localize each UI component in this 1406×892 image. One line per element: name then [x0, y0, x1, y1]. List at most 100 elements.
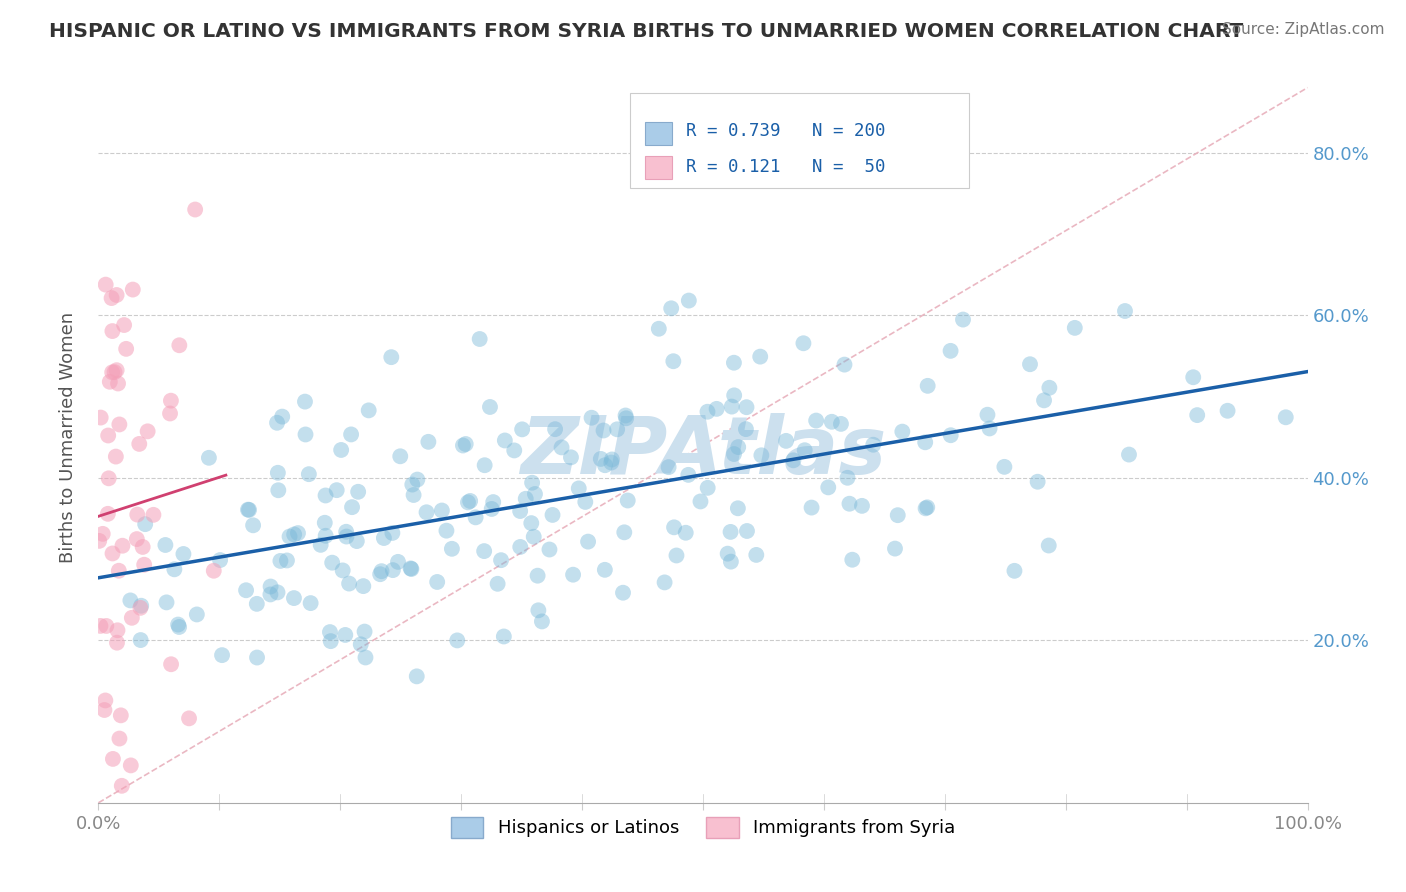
Point [658, 460, 681, 475]
Point [520, 516, 543, 530]
Point [544, 422, 567, 436]
Point [503, 443, 526, 458]
Point [246, 597, 269, 611]
Point [593, 563, 616, 577]
Point [574, 495, 596, 509]
Point [458, 494, 481, 508]
Point [515, 491, 537, 506]
Point [689, 494, 711, 508]
Point [381, 525, 404, 540]
Point [939, 343, 962, 358]
Point [614, 409, 637, 423]
Point [696, 481, 718, 495]
Point [105, 363, 128, 377]
Point [430, 503, 453, 517]
Point [474, 458, 496, 473]
Point [478, 400, 501, 414]
Point [662, 354, 685, 368]
Point [723, 388, 745, 402]
Bar [645, 156, 672, 179]
Point [319, 625, 342, 640]
Point [720, 400, 742, 414]
Point [335, 628, 357, 642]
Point [1114, 304, 1136, 318]
Point [418, 434, 440, 449]
Point [211, 648, 233, 662]
Point [97, 507, 120, 521]
Point [1038, 539, 1060, 553]
Point [415, 505, 437, 519]
Point [160, 393, 183, 408]
Point [389, 450, 412, 464]
Point [238, 503, 260, 517]
Point [1033, 393, 1056, 408]
Text: Source: ZipAtlas.com: Source: ZipAtlas.com [1222, 22, 1385, 37]
Point [510, 422, 533, 436]
Point [576, 534, 599, 549]
Point [717, 547, 740, 561]
Point [198, 450, 221, 465]
Point [1038, 381, 1060, 395]
Point [1274, 410, 1296, 425]
Point [523, 487, 546, 501]
Point [155, 538, 177, 552]
Point [287, 526, 309, 541]
Point [105, 636, 128, 650]
Point [108, 731, 131, 746]
Point [749, 350, 772, 364]
Point [267, 466, 290, 480]
Point [735, 422, 758, 436]
Point [107, 376, 129, 391]
Point [492, 630, 515, 644]
Point [457, 495, 479, 509]
Point [340, 500, 363, 515]
Point [298, 467, 321, 482]
Point [101, 324, 124, 338]
Point [387, 555, 409, 569]
Point [101, 546, 124, 560]
Point [405, 669, 427, 683]
Point [100, 291, 122, 305]
Point [581, 410, 603, 425]
Point [347, 484, 370, 499]
Point [266, 585, 288, 599]
Point [486, 576, 509, 591]
Point [105, 288, 128, 302]
Point [401, 477, 423, 491]
Point [481, 502, 503, 516]
Point [914, 435, 936, 450]
Point [129, 600, 152, 615]
Point [155, 595, 177, 609]
Point [112, 318, 135, 332]
Point [538, 542, 561, 557]
Point [727, 501, 749, 516]
Point [98, 375, 121, 389]
Point [800, 500, 823, 515]
Point [600, 452, 623, 467]
Point [121, 611, 143, 625]
Point [939, 428, 962, 442]
Point [353, 624, 375, 639]
Point [299, 596, 322, 610]
Point [276, 553, 298, 567]
Point [751, 448, 773, 462]
Point [259, 587, 281, 601]
Point [1026, 475, 1049, 489]
Point [887, 508, 910, 523]
Point [129, 633, 152, 648]
Point [352, 579, 374, 593]
Point [613, 525, 636, 540]
Point [186, 607, 208, 622]
Point [821, 415, 844, 429]
Point [309, 538, 332, 552]
Point [357, 403, 380, 417]
Point [267, 483, 290, 498]
Point [446, 633, 468, 648]
Point [793, 443, 815, 458]
Point [406, 473, 429, 487]
Point [136, 425, 159, 439]
Point [115, 342, 138, 356]
Point [259, 580, 281, 594]
Point [735, 524, 758, 538]
Point [696, 405, 718, 419]
